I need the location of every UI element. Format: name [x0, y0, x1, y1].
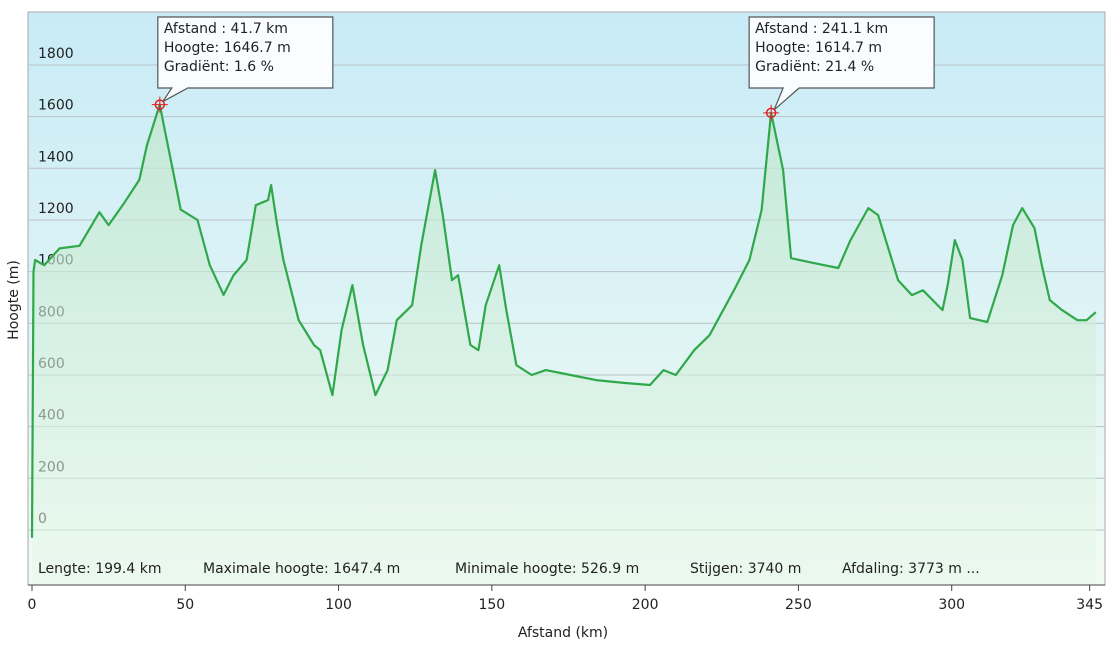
tooltip-text: Hoogte: 1614.7 m	[755, 40, 882, 56]
x-tick-label: 50	[176, 597, 194, 613]
x-tick-label: 300	[938, 597, 965, 613]
stat-text: Minimale hoogte: 526.9 m	[455, 561, 639, 577]
x-tick-label: 200	[632, 597, 659, 613]
x-tick-label: 0	[28, 597, 37, 613]
tooltip-text: Afstand : 41.7 km	[164, 21, 288, 37]
x-tick-label: 150	[478, 597, 505, 613]
x-tick-label: 100	[325, 597, 352, 613]
x-tick-label: 345	[1076, 597, 1103, 613]
stat-text: Afdaling: 3773 m ...	[842, 561, 980, 577]
stat-text: Maximale hoogte: 1647.4 m	[203, 561, 400, 577]
stat-text: Lengte: 199.4 km	[38, 561, 161, 577]
tooltip-text: Hoogte: 1646.7 m	[164, 40, 291, 56]
tooltip-text: Gradiënt: 21.4 %	[755, 59, 874, 75]
y-tick-label: 1200	[38, 201, 74, 217]
x-axis-title: Afstand (km)	[518, 625, 608, 641]
y-tick-label: 1400	[38, 149, 74, 165]
y-tick-label: 1600	[38, 98, 74, 114]
y-tick-label: 1800	[38, 46, 74, 62]
y-axis-title: Hoogte (m)	[6, 260, 22, 340]
x-tick-label: 250	[785, 597, 812, 613]
area	[31, 104, 1096, 585]
tooltip-text: Afstand : 241.1 km	[755, 21, 888, 37]
tooltip-box	[157, 16, 334, 103]
stat-text: Stijgen: 3740 m	[690, 561, 801, 577]
elevation-line	[30, 103, 1097, 538]
tooltip-box	[748, 16, 935, 111]
tooltip-text: Gradiënt: 1.6 %	[164, 59, 274, 75]
